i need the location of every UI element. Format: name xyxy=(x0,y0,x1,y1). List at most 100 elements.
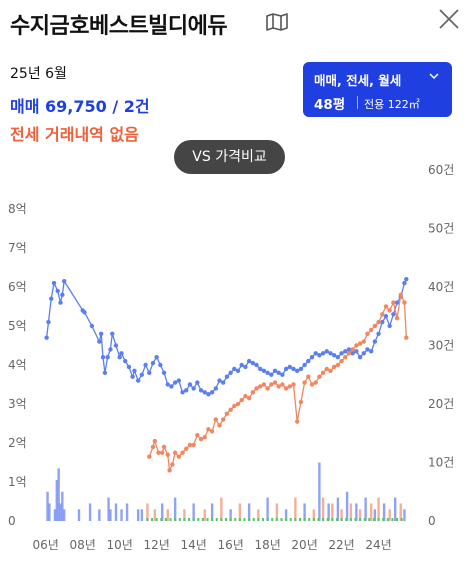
jeonse-price-point xyxy=(160,450,165,455)
volume-bar xyxy=(183,518,186,521)
sale-price-point xyxy=(187,382,193,387)
volume-bar xyxy=(125,503,129,521)
jeonse-price-point xyxy=(176,454,182,459)
volume-bar xyxy=(318,462,321,521)
sale-price-point xyxy=(209,390,215,395)
volume-bar xyxy=(382,503,386,521)
sale-price-point xyxy=(58,300,63,305)
jeonse-price-point xyxy=(221,417,226,422)
jeonse-price-point xyxy=(209,429,215,434)
y-right-tick-label: 0 xyxy=(428,514,436,528)
sale-price-point xyxy=(269,372,274,377)
jeonse-price-point xyxy=(343,355,348,360)
x-tick-label: 24년 xyxy=(365,538,391,552)
period-label: 25년 6월 xyxy=(10,66,67,82)
jeonse-price-point xyxy=(361,339,366,344)
sale-price-point xyxy=(113,343,119,348)
jeonse-price-point xyxy=(228,407,233,413)
jeonse-price-point xyxy=(195,433,200,438)
volume-bar xyxy=(335,518,338,521)
volume-bar xyxy=(336,497,340,521)
sale-price-point xyxy=(380,319,385,325)
jeonse-price-point xyxy=(206,427,211,432)
pyeong-label: 48평 xyxy=(314,97,346,113)
sale-price-point xyxy=(98,331,104,336)
jeonse-price-point xyxy=(184,446,189,452)
sale-price-point xyxy=(404,277,409,282)
volume-bar xyxy=(169,518,172,521)
map-icon[interactable] xyxy=(266,13,288,31)
jeonse-price-point xyxy=(187,442,193,448)
volume-bar xyxy=(46,491,49,521)
volume-bar xyxy=(62,509,66,521)
volume-bar xyxy=(107,497,110,521)
jeonse-price-point xyxy=(147,454,152,459)
sale-price-point xyxy=(55,288,60,294)
sale-price-point xyxy=(176,378,182,383)
sale-price-point xyxy=(291,366,296,372)
volume-bar xyxy=(294,518,297,521)
volume-bar xyxy=(201,518,204,521)
volume-bar xyxy=(88,503,92,521)
volume-bar xyxy=(312,509,316,521)
sale-summary: 매매 69,750 / 2건 xyxy=(10,97,150,116)
trade-filter-button[interactable]: 매매, 전세, 월세 48평 전용 122㎡ xyxy=(303,62,452,117)
jeonse-price-point xyxy=(372,323,378,329)
volume-bar xyxy=(238,503,242,521)
jeonse-price-point xyxy=(383,304,389,309)
sale-price-point xyxy=(60,292,65,297)
jeonse-price-point xyxy=(254,386,259,391)
sale-price-point xyxy=(324,349,329,354)
jeonse-price-point xyxy=(328,368,333,374)
jeonse-price-point xyxy=(165,452,170,457)
volume-bar xyxy=(331,503,334,521)
sale-price-point xyxy=(343,349,348,354)
sale-price-point xyxy=(135,378,141,383)
sale-price-point xyxy=(331,353,337,358)
y-right-tick-label: 20건 xyxy=(428,397,454,411)
sale-price-point xyxy=(206,392,211,397)
y-right-tick-label: 30건 xyxy=(428,339,454,353)
volume-bar xyxy=(373,509,377,521)
sale-price-point xyxy=(368,349,374,354)
close-icon[interactable] xyxy=(438,8,460,30)
volume-bar xyxy=(210,503,214,521)
volume-bar xyxy=(98,509,101,521)
volume-bar xyxy=(340,509,343,521)
sale-price-point xyxy=(172,380,178,385)
sale-price-point xyxy=(44,335,49,340)
sale-price-point xyxy=(126,364,132,370)
sale-price-point xyxy=(239,362,244,368)
filter-divider xyxy=(357,96,358,109)
volume-bar xyxy=(355,503,358,521)
jeonse-price-point xyxy=(213,417,219,422)
volume-bar xyxy=(388,509,391,521)
y-left-tick-label: 8억 xyxy=(8,202,27,216)
x-tick-label: 14년 xyxy=(180,538,206,552)
volume-bar xyxy=(271,518,274,521)
volume-bar xyxy=(220,518,223,521)
jeonse-price-point xyxy=(365,331,370,336)
sale-price-point xyxy=(119,351,124,356)
x-tick-label: 20년 xyxy=(291,538,317,552)
sale-price-point xyxy=(254,362,259,368)
sale-price-point xyxy=(147,370,152,375)
volume-bar xyxy=(120,509,123,521)
vs-compare-button[interactable]: VS 가격비교 xyxy=(174,140,285,174)
y-right-tick-label: 50건 xyxy=(428,222,454,236)
jeonse-price-point xyxy=(287,384,292,389)
volume-bar xyxy=(136,509,140,521)
volume-bar xyxy=(257,518,260,521)
sale-price-point xyxy=(105,355,110,360)
jeonse-price-point xyxy=(269,382,274,387)
jeonse-price-point xyxy=(191,442,196,448)
sale-price-point xyxy=(235,368,241,374)
jeonse-price-point xyxy=(302,380,307,385)
sale-price-point xyxy=(258,366,263,372)
sale-price-point xyxy=(217,378,222,383)
volume-bar xyxy=(77,509,81,521)
volume-bar xyxy=(303,518,306,521)
jeonse-price-point xyxy=(387,308,392,313)
volume-bar xyxy=(59,503,62,521)
sale-price-point xyxy=(265,370,270,375)
